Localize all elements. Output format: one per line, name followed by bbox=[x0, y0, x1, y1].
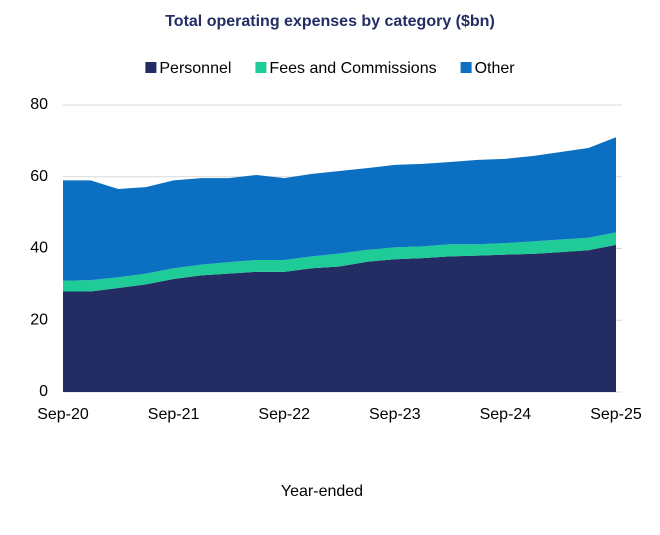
x-tick-label: Sep-20 bbox=[37, 406, 89, 423]
areas bbox=[63, 137, 616, 392]
y-tick-label: 0 bbox=[39, 383, 48, 400]
chart-title: Total operating expenses by category ($b… bbox=[165, 13, 495, 30]
x-tick-label: Sep-22 bbox=[258, 406, 310, 423]
legend-swatch bbox=[145, 62, 157, 73]
x-tick-label: Sep-25 bbox=[590, 406, 642, 423]
legend-swatch bbox=[460, 62, 472, 73]
area bbox=[63, 137, 616, 281]
y-tick-label: 20 bbox=[30, 311, 48, 328]
legend-label: Fees and Commissions bbox=[269, 60, 436, 77]
area bbox=[63, 232, 616, 292]
x-tick-label: Sep-21 bbox=[148, 406, 200, 423]
y-tick-label: 40 bbox=[30, 240, 48, 257]
legend-label: Other bbox=[475, 60, 516, 77]
x-tick-label: Sep-23 bbox=[369, 406, 421, 423]
area bbox=[63, 244, 616, 392]
x-tick-label: Sep-24 bbox=[480, 406, 532, 423]
legend-label: Personnel bbox=[159, 60, 231, 77]
x-axis-label: Year-ended bbox=[281, 483, 363, 500]
legend-swatch bbox=[255, 62, 267, 73]
legend: Personnel Fees and Commissions Other bbox=[145, 60, 515, 77]
y-tick-label: 80 bbox=[30, 96, 48, 113]
y-tick-label: 60 bbox=[30, 168, 48, 185]
